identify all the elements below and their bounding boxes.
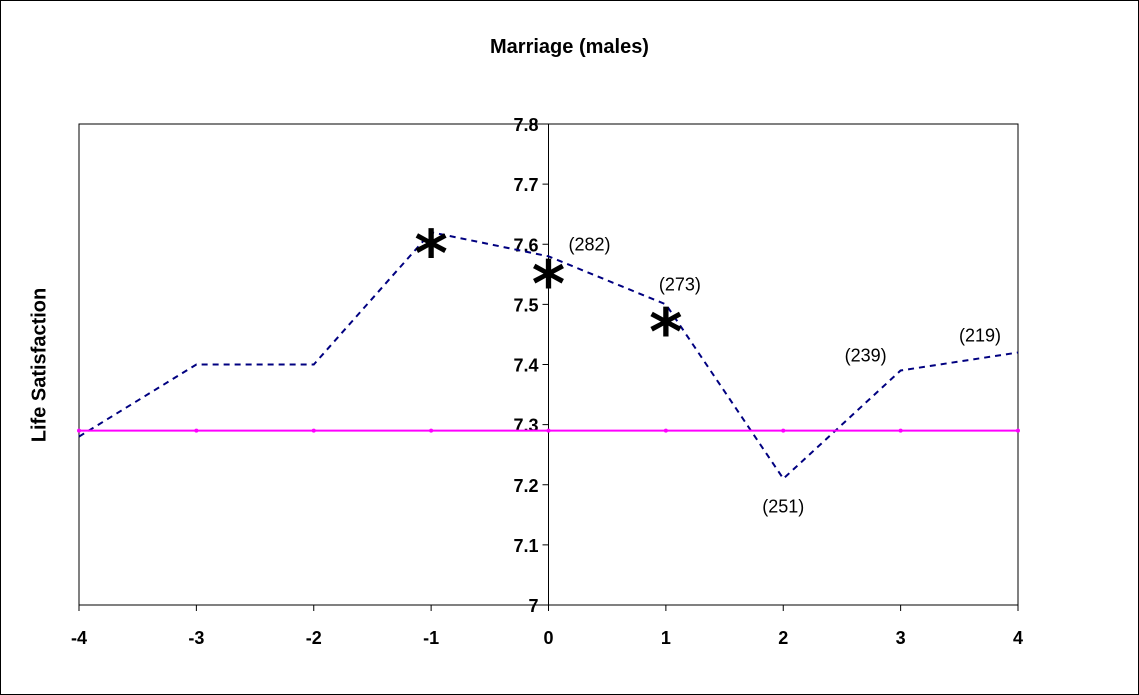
baseline-point bbox=[781, 428, 786, 433]
x-tick-label: -1 bbox=[423, 628, 439, 648]
x-tick-label: 1 bbox=[661, 628, 671, 648]
x-tick-label: -4 bbox=[71, 628, 87, 648]
x-tick-label: 3 bbox=[896, 628, 906, 648]
annotations-layer: (282) (273) (251) (239) (219) bbox=[569, 234, 1002, 516]
baseline-point bbox=[194, 428, 199, 433]
x-tick-label: 0 bbox=[543, 628, 553, 648]
baseline-point bbox=[1016, 428, 1020, 433]
data-label: (273) bbox=[659, 274, 701, 294]
x-tick-label: -2 bbox=[306, 628, 322, 648]
significance-asterisk: * bbox=[649, 296, 682, 370]
series-layer bbox=[77, 231, 1020, 481]
baseline-point bbox=[429, 428, 434, 433]
y-tick-label: 7.2 bbox=[513, 476, 538, 496]
data-label: (219) bbox=[959, 325, 1001, 345]
data-label: (239) bbox=[845, 346, 887, 366]
y-tick-label: 7.3 bbox=[513, 416, 538, 436]
baseline-point bbox=[311, 428, 316, 433]
y-tick-label: 7 bbox=[528, 596, 538, 616]
baseline-point bbox=[546, 428, 551, 433]
baseline-point bbox=[663, 428, 668, 433]
x-tick-label: 4 bbox=[1013, 628, 1023, 648]
series-line-satisfaction bbox=[78, 231, 1019, 481]
y-tick-label: 7.5 bbox=[513, 295, 538, 315]
x-tick-label: 2 bbox=[778, 628, 788, 648]
y-tick-label: 7.1 bbox=[513, 536, 538, 556]
x-ticks: -4 -3 -2 -1 0 1 2 3 4 bbox=[71, 605, 1023, 648]
baseline-point bbox=[898, 428, 903, 433]
significance-asterisk: * bbox=[532, 248, 565, 322]
x-tick-label: -3 bbox=[188, 628, 204, 648]
y-tick-label: 7.4 bbox=[513, 356, 538, 376]
y-tick-label: 7.7 bbox=[513, 175, 538, 195]
chart-title: Marriage (males) bbox=[490, 36, 649, 58]
significance-asterisk: * bbox=[414, 218, 447, 292]
baseline-point bbox=[77, 428, 81, 433]
data-label: (282) bbox=[569, 234, 611, 254]
markers-layer: * * * bbox=[414, 218, 682, 370]
data-label: (251) bbox=[762, 497, 804, 517]
y-tick-label: 7.8 bbox=[513, 115, 538, 135]
y-ticks: 77.17.27.37.47.57.67.77.8 bbox=[513, 115, 549, 616]
